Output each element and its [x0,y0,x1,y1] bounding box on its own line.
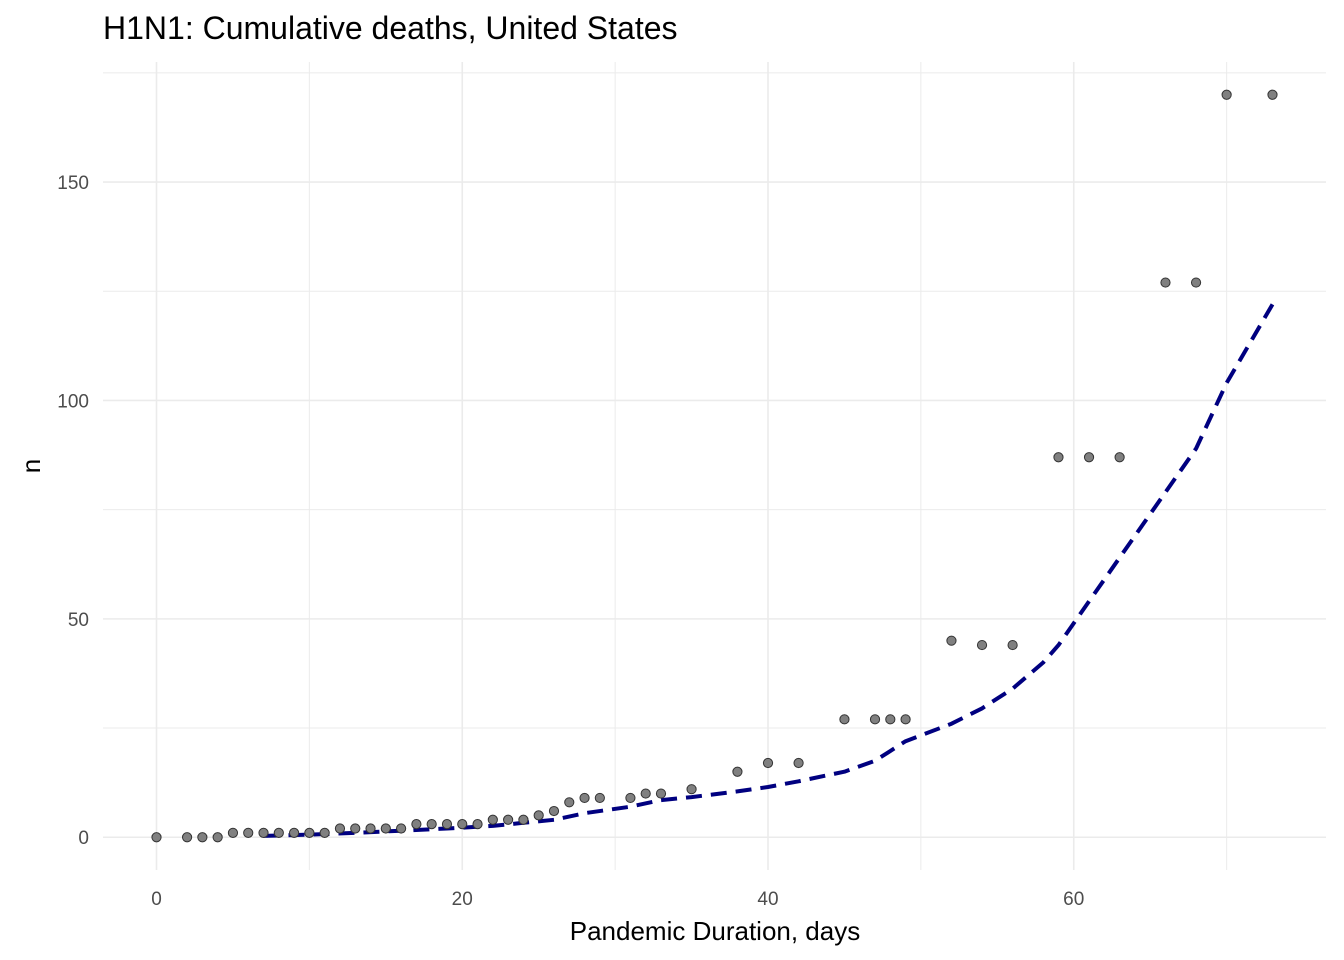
data-point [197,832,208,843]
data-point [288,827,300,838]
y-axis-title: n [16,459,46,473]
data-point [258,827,269,838]
y-tick-label: 100 [57,391,89,412]
x-axis-ticks: 0 20 40 60 [151,889,1084,910]
data-point [533,810,544,821]
y-tick-label: 50 [68,610,89,631]
x-tick-label: 60 [1063,889,1084,910]
y-axis-ticks: 0 50 100 150 [57,173,89,849]
y-tick-label: 150 [57,173,89,194]
x-tick-label: 40 [757,889,778,910]
data-point [900,714,911,725]
data-point [1083,452,1095,463]
data-point [273,827,284,838]
data-point [640,788,651,799]
data-point [564,797,575,808]
data-point [334,823,346,834]
data-point [350,823,361,834]
data-point [839,714,850,725]
data-point [396,823,407,834]
data-point [304,827,315,838]
data-point [441,819,453,830]
data-point [503,814,514,825]
data-point [625,792,636,804]
data-point [762,757,774,769]
data-point [976,639,988,651]
grid-minor [103,62,1326,870]
y-tick-label: 0 [78,828,89,849]
data-point [243,827,254,838]
x-tick-label: 0 [151,889,162,910]
data-point [518,814,529,825]
x-axis-title: Pandemic Duration, days [570,916,860,946]
points-layer [151,89,1278,843]
data-point [151,832,162,843]
data-point [869,714,881,725]
data-point [1114,452,1125,463]
data-point [365,823,376,834]
data-point [227,827,239,838]
data-point [946,635,957,646]
data-point [732,766,743,777]
data-point [181,832,193,843]
data-point [1221,89,1232,100]
grid-major [103,62,1326,870]
data-point [579,792,590,804]
data-point [411,819,422,830]
data-point [457,819,468,830]
data-point [594,792,605,804]
data-point [1267,89,1278,100]
data-point [1007,639,1018,651]
data-point [487,814,498,825]
data-point [212,832,223,843]
data-point [472,819,483,830]
chart-title: H1N1: Cumulative deaths, United States [103,10,678,46]
data-point [426,819,437,830]
data-point [1160,277,1171,288]
x-tick-label: 20 [452,889,473,910]
data-point [380,823,391,834]
data-point [548,805,560,817]
data-point [319,827,330,838]
data-point [885,714,896,725]
data-point [1190,277,1202,288]
data-point [655,788,667,799]
data-point [793,757,804,769]
data-point [1053,452,1064,463]
data-point [686,784,697,795]
